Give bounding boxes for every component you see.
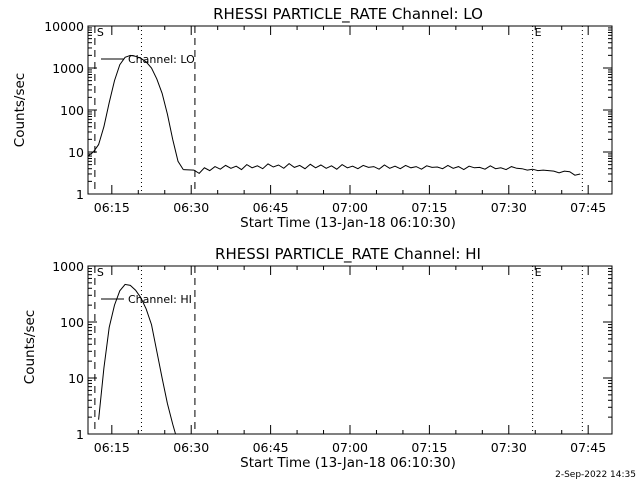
hi-legend-label: Channel: HI xyxy=(128,293,192,306)
lo-x-tick-label-5: 07:30 xyxy=(491,200,527,215)
hi-x-tick-label-3: 07:00 xyxy=(332,440,368,455)
hi-y-tick-label-3: 1000 xyxy=(52,259,84,274)
hi-chart-title: RHESSI PARTICLE_RATE Channel: HI xyxy=(215,245,481,264)
lo-channel-panel: RHESSI PARTICLE_RATE Channel: LO Start T… xyxy=(12,5,613,231)
hi-y-axis-label: Counts/sec xyxy=(22,310,38,384)
lo-legend-label: Channel: LO xyxy=(128,53,195,66)
lo-y-tick-label-2: 100 xyxy=(60,103,84,118)
generation-timestamp: 2-Sep-2022 14:35 xyxy=(555,470,636,480)
hi-x-tick-label-0: 06:15 xyxy=(94,440,130,455)
hi-y-tick-label-0: 1 xyxy=(76,427,84,442)
lo-y-axis-label: Counts/sec xyxy=(12,73,28,147)
lo-chart-title: RHESSI PARTICLE_RATE Channel: LO xyxy=(213,5,483,24)
hi-x-tick-label-2: 06:45 xyxy=(253,440,289,455)
lo-y-tick-label-1: 10 xyxy=(68,145,84,160)
hi-y-tick-label-2: 100 xyxy=(60,315,84,330)
lo-y-tick-label-3: 1000 xyxy=(52,61,84,76)
lo-x-tick-label-6: 07:45 xyxy=(570,200,606,215)
lo-series-line-0 xyxy=(88,54,184,170)
lo-x-tick-label-1: 06:30 xyxy=(173,200,209,215)
hi-x-axis-label: Start Time (13-Jan-18 06:10:30) xyxy=(240,455,456,471)
hi-x-tick-label-6: 07:45 xyxy=(570,440,606,455)
lo-x-axis-label: Start Time (13-Jan-18 06:10:30) xyxy=(240,215,456,231)
lo-x-tick-label-3: 07:00 xyxy=(332,200,368,215)
hi-series-line-0 xyxy=(98,283,177,434)
lo-y-tick-label-0: 1 xyxy=(76,187,84,202)
lo-marker-label-3: E xyxy=(535,26,542,39)
lo-y-tick-label-4: 10000 xyxy=(44,19,84,34)
lo-x-tick-label-2: 06:45 xyxy=(253,200,289,215)
hi-x-tick-label-5: 07:30 xyxy=(491,440,527,455)
lo-marker-label-0: S xyxy=(97,26,104,39)
hi-y-tick-label-1: 10 xyxy=(68,371,84,386)
hi-x-tick-label-1: 06:30 xyxy=(173,440,209,455)
hi-x-tick-label-4: 07:15 xyxy=(411,440,447,455)
lo-series-line-1 xyxy=(183,162,581,176)
lo-x-tick-label-0: 06:15 xyxy=(94,200,130,215)
hi-channel-panel: RHESSI PARTICLE_RATE Channel: HI Start T… xyxy=(22,245,613,471)
hi-marker-label-0: S xyxy=(97,266,104,279)
lo-x-tick-label-4: 07:15 xyxy=(411,200,447,215)
hi-marker-label-3: E xyxy=(535,266,542,279)
